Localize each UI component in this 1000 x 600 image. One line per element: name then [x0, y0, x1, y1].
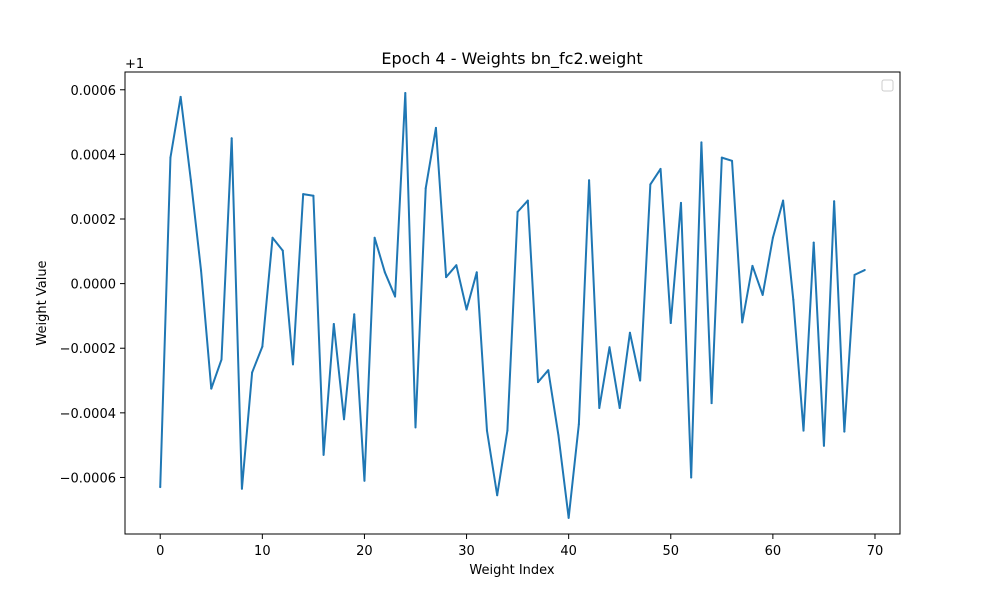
data-point — [291, 363, 294, 366]
data-point — [200, 269, 203, 272]
data-point — [639, 379, 642, 382]
data-point — [802, 429, 805, 432]
data-point — [812, 241, 815, 244]
data-point — [281, 249, 284, 252]
y-tick-label: −0.0004 — [60, 407, 116, 422]
y-tick-label: 0.0002 — [71, 213, 117, 228]
data-point — [577, 423, 580, 426]
data-point — [383, 271, 386, 274]
x-tick-label: 40 — [560, 544, 577, 559]
data-point — [679, 201, 682, 204]
data-point — [179, 95, 182, 98]
data-point — [424, 187, 427, 190]
data-point — [741, 321, 744, 324]
data-point — [608, 346, 611, 349]
series-line — [159, 92, 866, 519]
data-point — [220, 358, 223, 361]
data-point — [843, 430, 846, 433]
data-point — [853, 273, 856, 276]
data-point — [322, 453, 325, 456]
data-point — [710, 402, 713, 405]
data-point — [434, 126, 437, 129]
x-tick-label: 20 — [356, 544, 373, 559]
x-tick-label: 0 — [156, 544, 164, 559]
data-point — [720, 156, 723, 159]
x-tick-label: 50 — [662, 544, 679, 559]
data-point — [496, 494, 499, 497]
chart-title: Epoch 4 - Weights bn_fc2.weight — [381, 49, 642, 69]
y-tick-label: 0.0000 — [71, 278, 117, 293]
y-tick-label: −0.0002 — [60, 342, 116, 357]
data-point — [567, 516, 570, 519]
data-point — [526, 199, 529, 202]
data-point — [649, 183, 652, 186]
data-point — [404, 92, 407, 94]
data-point — [516, 210, 519, 213]
data-point — [373, 236, 376, 239]
data-point — [618, 407, 621, 409]
data-point — [731, 159, 734, 162]
data-point — [690, 476, 693, 479]
y-axis: −0.0006 −0.0004 −0.0002 0.0000 0.0002 0.0004 0… — [60, 84, 125, 486]
data-point — [771, 236, 774, 239]
x-axis: 0 10 20 30 40 50 60 70 — [156, 534, 883, 559]
data-point — [353, 313, 356, 316]
data-point — [332, 323, 335, 325]
y-tick-label: −0.0006 — [60, 471, 116, 486]
data-point — [485, 429, 488, 432]
data-point — [557, 434, 560, 437]
x-tick-label: 30 — [458, 544, 475, 559]
data-point — [312, 194, 315, 197]
data-point — [751, 264, 754, 267]
data-point — [782, 199, 785, 202]
data-point — [628, 331, 631, 334]
data-point — [863, 269, 866, 272]
data-point — [506, 429, 509, 432]
y-axis-label: Weight Value — [35, 260, 50, 345]
x-tick-label: 10 — [254, 544, 271, 559]
data-point — [159, 486, 162, 489]
data-point — [343, 418, 346, 421]
data-point — [455, 264, 458, 267]
y-offset-label: +1 — [125, 57, 144, 72]
y-tick-label: 0.0004 — [71, 148, 117, 163]
data-point — [445, 276, 448, 279]
data-point — [792, 298, 795, 301]
data-point — [537, 381, 540, 384]
data-point — [189, 179, 192, 182]
data-point — [659, 167, 662, 170]
data-point — [761, 293, 764, 296]
data-point — [394, 295, 397, 298]
data-point — [230, 137, 233, 140]
x-tick-label: 60 — [765, 544, 782, 559]
data-point — [210, 387, 213, 390]
data-point — [822, 444, 825, 447]
data-point — [302, 193, 305, 196]
data-point — [700, 141, 703, 144]
data-point — [833, 200, 836, 203]
data-point — [169, 156, 172, 159]
data-point — [465, 308, 468, 311]
data-point — [598, 407, 601, 409]
data-point — [363, 479, 366, 482]
plot-area — [159, 92, 866, 519]
data-point — [261, 345, 264, 348]
axes-frame — [124, 71, 901, 535]
data-point — [669, 322, 672, 325]
data-point — [547, 369, 550, 372]
data-point — [475, 271, 478, 274]
y-tick-label: 0.0006 — [71, 84, 117, 99]
data-point — [588, 179, 591, 182]
x-axis-label: Weight Index — [469, 563, 555, 578]
data-point — [240, 487, 243, 490]
data-point — [251, 371, 254, 374]
x-tick-label: 70 — [867, 544, 884, 559]
data-point — [414, 426, 417, 429]
data-point — [271, 236, 274, 239]
legend-box — [881, 79, 894, 92]
